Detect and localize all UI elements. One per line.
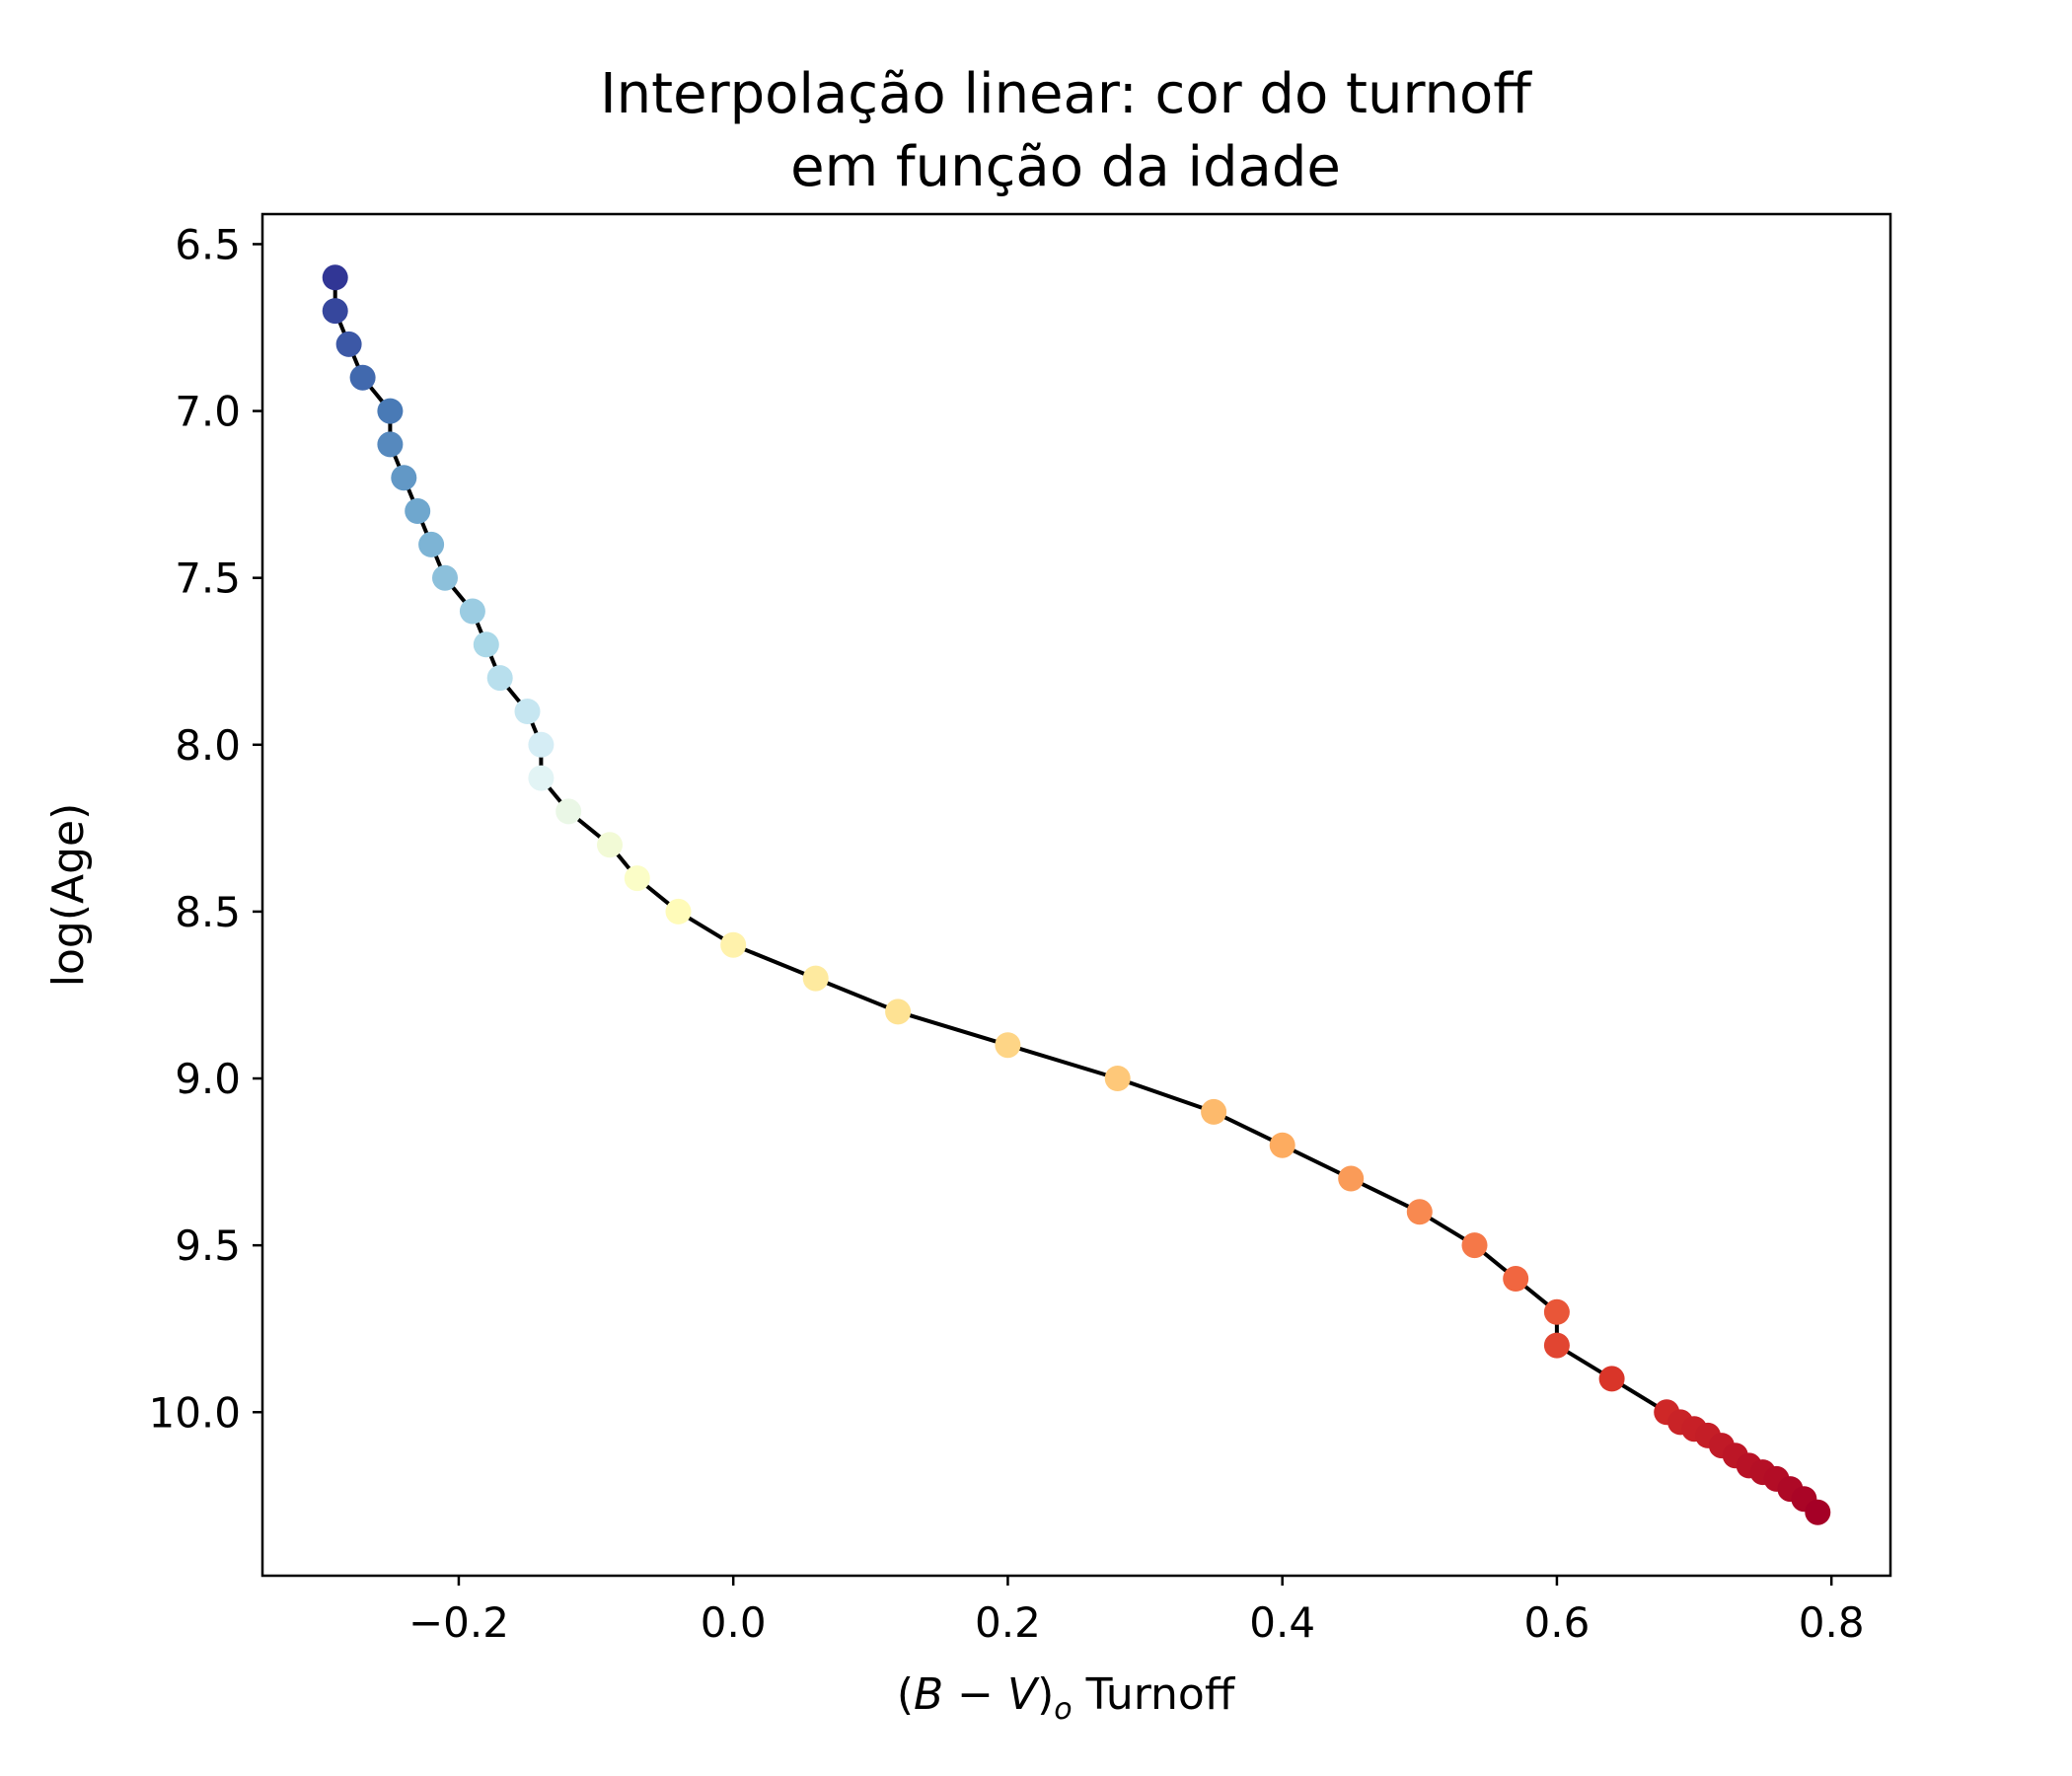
data-point — [418, 531, 445, 557]
data-point — [349, 364, 376, 391]
data-point — [473, 631, 499, 658]
x-tick-label: 0.6 — [1524, 1598, 1591, 1647]
y-axis-ticks: 6.5 7.0 7.5 8.0 8.5 9.0 9.5 10.0 — [148, 220, 262, 1437]
data-point — [432, 564, 458, 591]
chart-title: Interpolação linear: cor do turnoff em f… — [600, 62, 1532, 199]
data-point — [377, 431, 404, 458]
data-point — [528, 765, 555, 791]
x-axis-label: (B − V)o Turnoff — [897, 1669, 1236, 1727]
x-axis-label-v: V — [1007, 1669, 1040, 1720]
data-point — [597, 832, 623, 858]
y-tick-label: 7.0 — [175, 388, 241, 436]
series-line — [333, 277, 1819, 1515]
data-point — [322, 264, 348, 291]
data-point — [624, 865, 650, 892]
y-tick-label: 8.5 — [175, 888, 241, 936]
x-axis-label-close: ) — [1037, 1669, 1054, 1720]
data-point — [1269, 1132, 1295, 1158]
data-point — [1503, 1266, 1529, 1292]
data-point — [335, 331, 362, 357]
plot-area — [322, 264, 1831, 1525]
data-point — [514, 699, 541, 724]
y-axis-label: log(Age) — [43, 803, 94, 988]
x-axis-label-minus: − — [943, 1669, 1007, 1720]
data-point — [802, 965, 829, 992]
y-tick-label: 8.0 — [175, 721, 241, 770]
data-point — [1338, 1165, 1365, 1192]
x-tick-label: 0.8 — [1799, 1598, 1865, 1647]
x-axis-label-b: B — [914, 1669, 943, 1720]
y-tick-label: 6.5 — [175, 220, 241, 268]
x-tick-label: 0.2 — [975, 1598, 1041, 1647]
data-point — [995, 1032, 1021, 1059]
data-point — [1406, 1199, 1433, 1225]
plot-frame — [260, 212, 1892, 1578]
x-tick-label: 0.4 — [1249, 1598, 1315, 1647]
data-point — [885, 999, 912, 1025]
data-point — [1461, 1232, 1488, 1259]
data-point — [1201, 1098, 1227, 1125]
data-point — [322, 298, 348, 325]
data-point — [1543, 1298, 1570, 1325]
x-axis-ticks: −0.2 0.0 0.2 0.4 0.6 0.8 — [408, 1576, 1865, 1647]
data-point — [720, 931, 747, 958]
data-point — [1104, 1066, 1131, 1091]
chart-title-line-1: Interpolação linear: cor do turnoff — [600, 62, 1532, 126]
x-axis-label-open: ( — [897, 1669, 914, 1720]
data-point — [528, 731, 555, 758]
x-axis-label-rest: Turnoff — [1073, 1669, 1236, 1720]
y-tick-label: 9.5 — [175, 1221, 241, 1270]
data-point — [459, 598, 485, 625]
x-axis-label-subscript: o — [1054, 1692, 1072, 1727]
y-tick-label: 7.5 — [175, 555, 241, 603]
y-tick-label: 10.0 — [148, 1388, 241, 1437]
data-point — [665, 898, 692, 925]
data-point — [1805, 1499, 1831, 1525]
data-point — [377, 398, 404, 424]
x-tick-label: 0.0 — [701, 1598, 767, 1647]
data-point — [391, 465, 417, 491]
data-point — [1598, 1366, 1625, 1392]
x-tick-label: −0.2 — [408, 1598, 509, 1647]
data-point — [405, 498, 431, 524]
data-point — [555, 798, 582, 825]
data-point — [1543, 1332, 1570, 1359]
y-tick-label: 9.0 — [175, 1055, 241, 1103]
chart-title-line-2: em função da idade — [790, 135, 1341, 199]
data-point — [486, 665, 513, 692]
